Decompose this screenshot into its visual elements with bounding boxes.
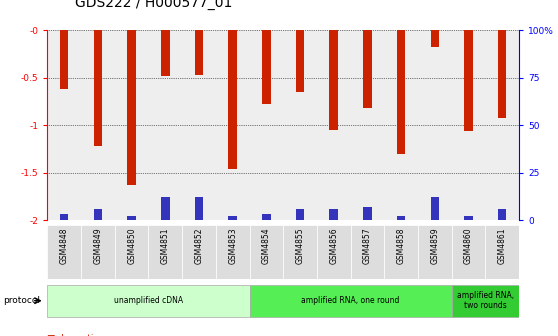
- Text: amplified RNA,
two rounds: amplified RNA, two rounds: [456, 291, 514, 310]
- Bar: [350, 30, 384, 220]
- Text: GSM4859: GSM4859: [430, 228, 439, 264]
- Bar: [182, 30, 216, 220]
- Text: GSM4858: GSM4858: [397, 228, 406, 264]
- Text: GSM4850: GSM4850: [127, 228, 136, 264]
- Bar: [249, 30, 283, 220]
- Bar: [418, 225, 451, 279]
- Bar: [148, 30, 182, 220]
- Bar: [350, 225, 384, 279]
- Bar: [418, 30, 451, 220]
- Bar: [317, 30, 350, 220]
- Bar: [216, 30, 249, 220]
- Bar: [195, 30, 203, 75]
- Text: GSM4856: GSM4856: [329, 228, 338, 264]
- Text: GSM4860: GSM4860: [464, 228, 473, 264]
- Bar: [228, 216, 237, 220]
- Bar: [262, 214, 271, 220]
- Bar: [249, 225, 283, 279]
- Text: protocol: protocol: [3, 296, 40, 305]
- Bar: [498, 209, 506, 220]
- Bar: [451, 285, 519, 317]
- Bar: [464, 216, 473, 220]
- Bar: [216, 225, 249, 279]
- Text: GSM4855: GSM4855: [296, 228, 305, 264]
- Bar: [60, 30, 69, 89]
- Bar: [283, 225, 317, 279]
- Text: amplified RNA, one round: amplified RNA, one round: [301, 296, 400, 305]
- Text: GSM4851: GSM4851: [161, 228, 170, 264]
- Text: GSM4849: GSM4849: [93, 228, 103, 264]
- Bar: [451, 30, 485, 220]
- Bar: [115, 30, 148, 220]
- Bar: [464, 30, 473, 131]
- Text: ■  log ratio: ■ log ratio: [47, 334, 99, 336]
- Text: GSM4857: GSM4857: [363, 228, 372, 264]
- Bar: [384, 30, 418, 220]
- Text: GSM4854: GSM4854: [262, 228, 271, 264]
- Bar: [115, 225, 148, 279]
- Bar: [127, 216, 136, 220]
- Bar: [296, 209, 304, 220]
- Bar: [94, 30, 102, 146]
- Bar: [161, 197, 170, 220]
- Bar: [451, 225, 485, 279]
- Bar: [60, 214, 69, 220]
- Bar: [363, 30, 372, 108]
- Text: unamplified cDNA: unamplified cDNA: [114, 296, 183, 305]
- Bar: [485, 225, 519, 279]
- Bar: [47, 225, 81, 279]
- Bar: [384, 225, 418, 279]
- Bar: [249, 285, 451, 317]
- Bar: [431, 197, 439, 220]
- Bar: [317, 225, 350, 279]
- Bar: [94, 209, 102, 220]
- Bar: [431, 30, 439, 47]
- Text: GSM4861: GSM4861: [498, 228, 507, 264]
- Text: GSM4848: GSM4848: [60, 228, 69, 264]
- Bar: [485, 30, 519, 220]
- Text: GSM4852: GSM4852: [195, 228, 204, 264]
- Bar: [148, 225, 182, 279]
- Bar: [182, 225, 216, 279]
- Bar: [329, 209, 338, 220]
- Bar: [195, 197, 203, 220]
- Text: GDS222 / H000577_01: GDS222 / H000577_01: [75, 0, 233, 10]
- Bar: [397, 216, 405, 220]
- Bar: [228, 30, 237, 169]
- Bar: [363, 207, 372, 220]
- Bar: [397, 30, 405, 154]
- Bar: [47, 30, 81, 220]
- Bar: [127, 30, 136, 185]
- Bar: [262, 30, 271, 104]
- Bar: [47, 285, 249, 317]
- Bar: [81, 30, 115, 220]
- Bar: [161, 30, 170, 76]
- Bar: [81, 225, 115, 279]
- Bar: [296, 30, 304, 92]
- Bar: [329, 30, 338, 130]
- Bar: [498, 30, 506, 118]
- Bar: [283, 30, 317, 220]
- Text: GSM4853: GSM4853: [228, 228, 237, 264]
